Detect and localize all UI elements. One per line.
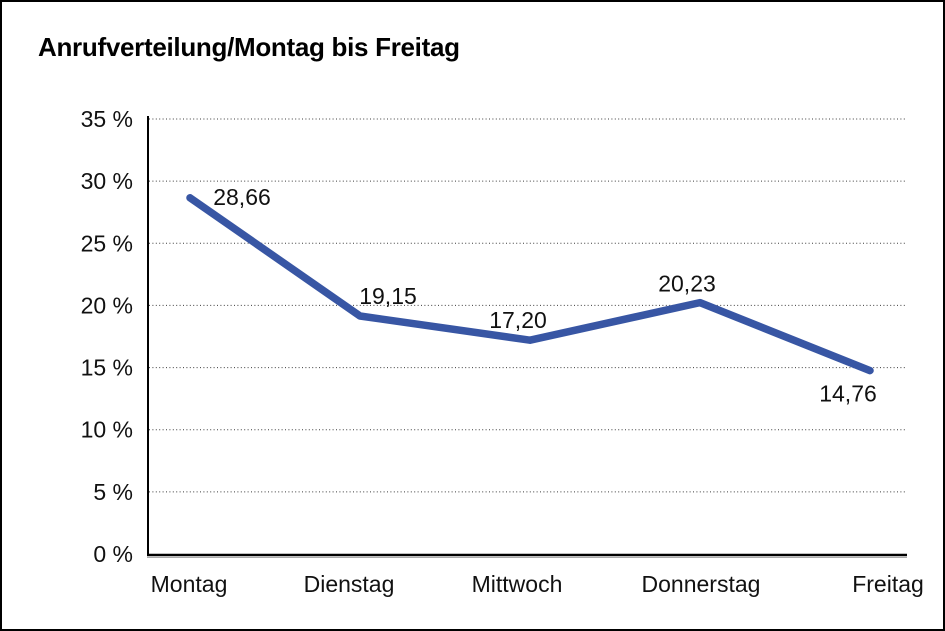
y-tick-label: 15 % [81,355,133,381]
point-data-label: 14,76 [819,381,877,407]
y-tick-label: 20 % [81,292,133,318]
x-category-label: Montag [151,571,228,597]
x-category-label: Donnerstag [642,571,761,597]
y-tick-label: 30 % [81,168,133,194]
y-tick-label: 10 % [81,417,133,443]
y-tick-label: 25 % [81,230,133,256]
x-category-label: Freitag [852,571,924,597]
point-data-label: 28,66 [213,184,271,210]
point-data-label: 17,20 [489,307,547,333]
chart-title: Anrufverteilung/Montag bis Freitag [38,32,460,62]
x-category-label: Dienstag [304,571,395,597]
point-data-label: 19,15 [359,283,417,309]
y-tick-label: 35 % [81,106,133,132]
y-tick-label: 5 % [93,479,133,505]
point-data-label: 20,23 [658,271,716,297]
y-tick-label: 0 % [93,541,133,567]
x-category-label: Mittwoch [472,571,563,597]
series-line [186,194,874,375]
